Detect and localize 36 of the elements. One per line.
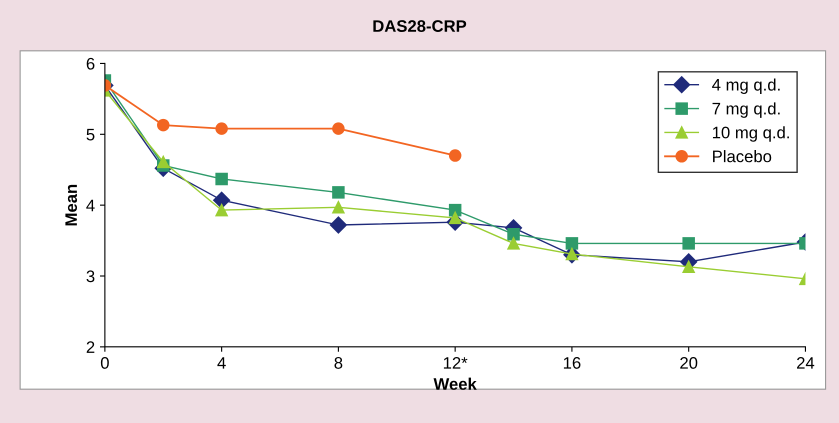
point <box>215 172 228 186</box>
x-tick-label: 4 <box>217 357 226 369</box>
point <box>507 228 520 240</box>
x-axis-title: Week <box>434 378 477 390</box>
x-tick-label: 24 <box>797 357 814 369</box>
point <box>215 204 228 216</box>
point <box>332 186 345 199</box>
point <box>448 204 462 216</box>
x-tick-label: 16 <box>564 357 580 369</box>
legend-label: 10 mg q.d. <box>712 126 789 142</box>
x-tick-label: 0 <box>100 357 109 369</box>
x-tick-label: 8 <box>334 357 342 369</box>
x-tick-label: 12* <box>444 357 468 369</box>
point <box>682 260 695 274</box>
legend-label: 7 mg q.d. <box>712 102 780 118</box>
point <box>213 192 230 209</box>
legend-label: 4 mg q.d. <box>712 78 780 94</box>
point <box>330 216 347 234</box>
y-tick-label: 4 <box>86 200 95 212</box>
x-tick-label: 20 <box>680 357 698 369</box>
point <box>157 156 170 168</box>
point <box>448 149 462 162</box>
point <box>566 237 578 250</box>
y-tick-label: 3 <box>86 270 94 282</box>
point <box>332 201 345 214</box>
y-tick-label: 6 <box>86 58 94 70</box>
point <box>682 237 695 250</box>
y-axis-title: Mean <box>65 184 78 226</box>
point <box>157 118 170 132</box>
point <box>507 237 520 250</box>
point <box>215 122 228 135</box>
y-tick-label: 2 <box>86 341 94 353</box>
y-tick-label: 5 <box>86 128 94 141</box>
point <box>332 122 345 135</box>
legend-label: Placebo <box>713 150 772 162</box>
chart-title: DAS28-CRP <box>373 20 466 32</box>
